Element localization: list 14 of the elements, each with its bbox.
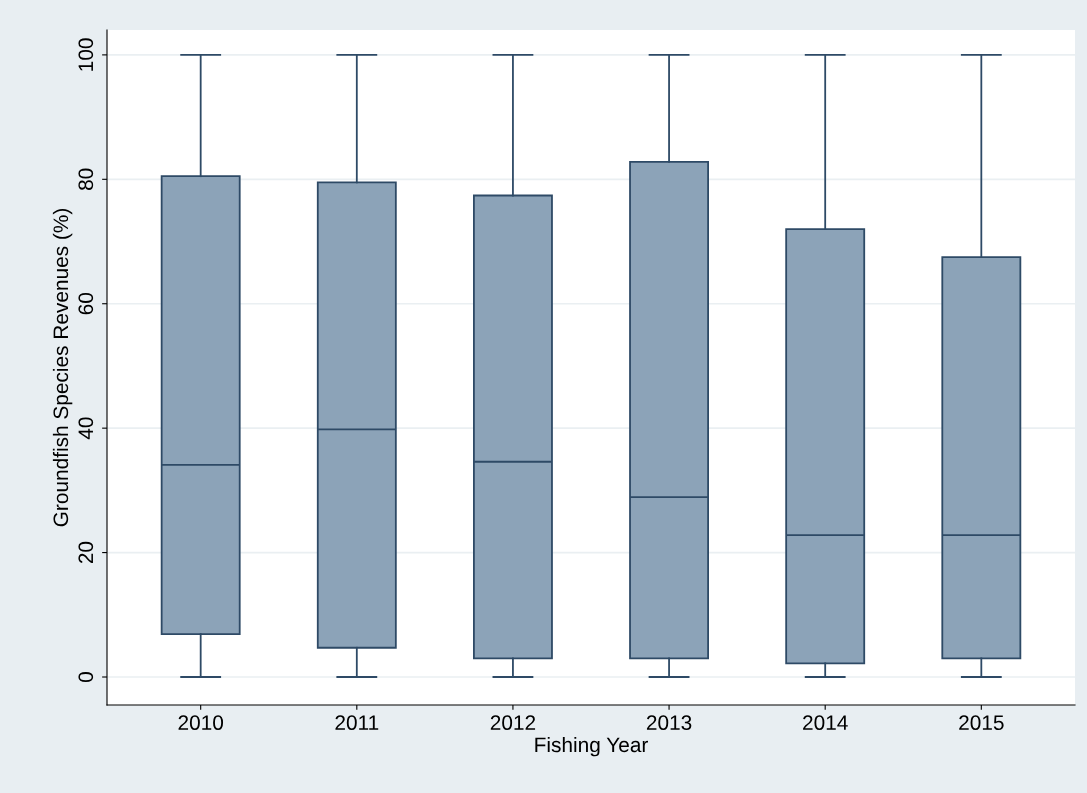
y-axis-title: Groundfish Species Revenues (%): [52, 208, 73, 527]
y-tick-label: 40: [78, 417, 94, 440]
x-tick-label: 2014: [803, 715, 848, 731]
y-tick-label: 100: [78, 38, 94, 71]
x-tick-label: 2012: [490, 715, 536, 731]
x-axis-title: Fishing Year: [535, 736, 648, 757]
x-tick-label: 2010: [178, 715, 224, 731]
y-tick-label: 0: [78, 672, 94, 682]
y-tick-label: 60: [78, 292, 94, 315]
x-tick-label: 2011: [335, 715, 379, 731]
x-tick-label: 2015: [959, 715, 1004, 731]
y-tick-label: 20: [78, 541, 94, 564]
x-tick-label: 2013: [646, 715, 692, 731]
y-tick-label: 80: [78, 168, 94, 190]
